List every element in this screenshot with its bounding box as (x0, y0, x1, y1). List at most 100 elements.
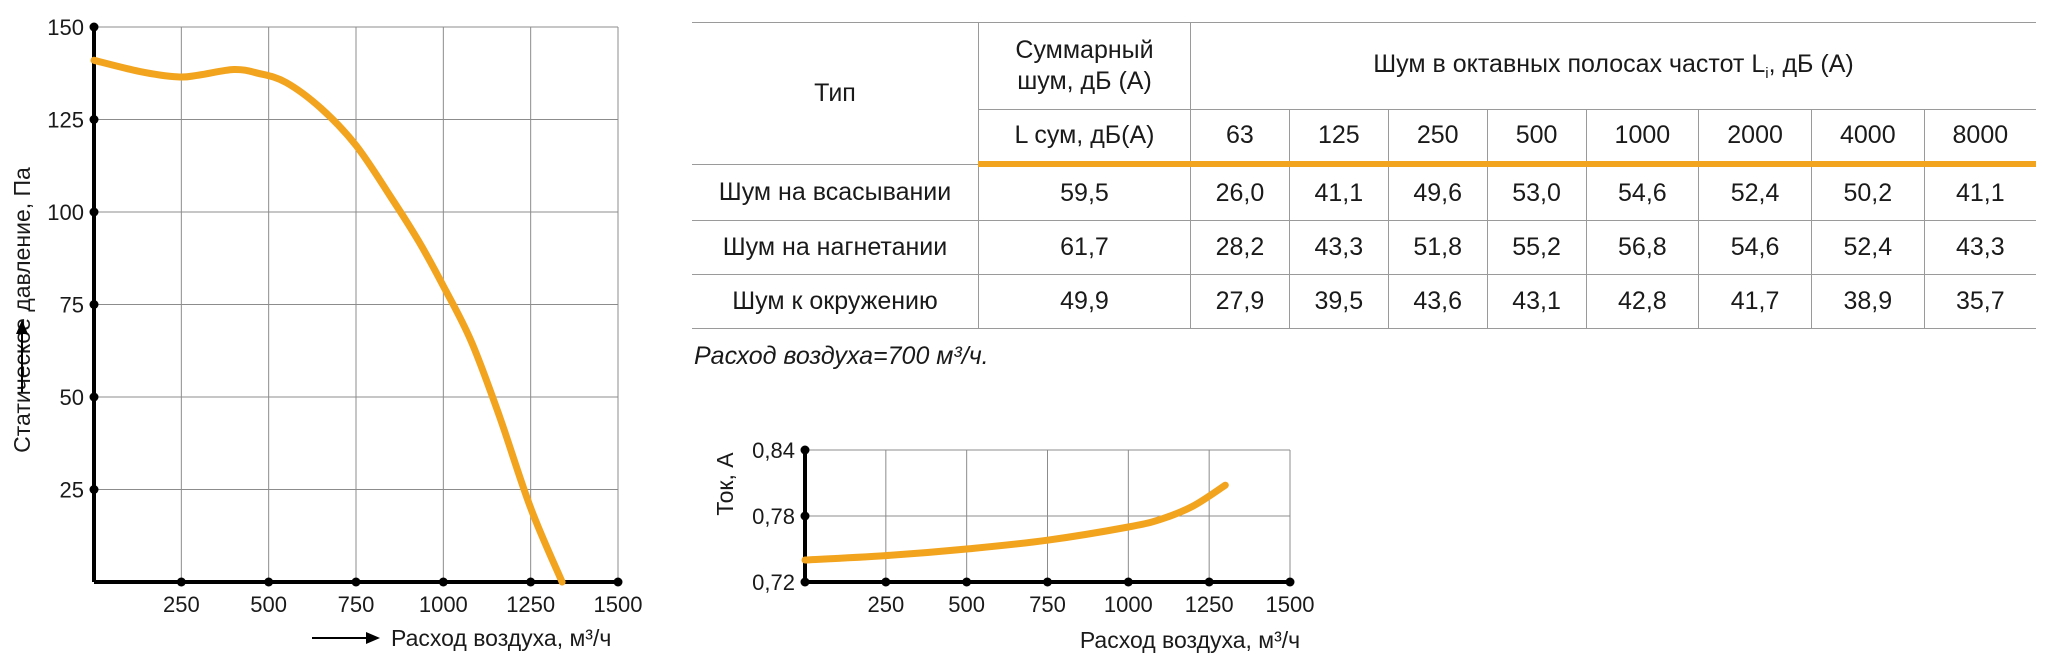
y-tick-dot (89, 485, 99, 494)
y-tick-label: 125 (47, 108, 84, 133)
row-label: Шум к окружению (692, 274, 979, 329)
sum-noise-header-line2: шум, дБ (А) (1017, 67, 1152, 95)
row-label: Шум на всасывании (692, 163, 979, 221)
current-x-axis-label: Расход воздуха, м³/ч (1080, 627, 1300, 653)
row-sum: 61,7 (978, 220, 1191, 275)
x-tick-label: 1250 (506, 592, 555, 617)
table-cell: 54,6 (1698, 220, 1812, 275)
current-grid (805, 449, 1291, 583)
table-cell: 27,9 (1190, 274, 1290, 329)
y-tick-label: 50 (60, 385, 84, 410)
x-tick-label: 500 (948, 592, 985, 617)
row-sum: 59,5 (978, 163, 1191, 221)
x-tick-dot (881, 577, 891, 587)
table-cell: 43,3 (1923, 220, 2036, 275)
airflow-note: Расход воздуха=700 м³/ч. (694, 342, 989, 370)
y-tick-label: 0,84 (752, 438, 795, 463)
octave-bands-header: Шум в октавных полосах частот Li, дБ (А) (1190, 22, 2036, 110)
table-cell: 52,4 (1810, 220, 1925, 275)
pressure-y-axis-label: Статическое давление, Па (9, 167, 35, 453)
type-header: Тип (692, 22, 979, 165)
lsum-header: L сум, дБ(А) (978, 109, 1191, 167)
y-tick-dot (800, 577, 810, 587)
freq-header: 4000 (1810, 109, 1925, 167)
x-tick-label: 750 (1029, 592, 1066, 617)
table-cell: 41,1 (1288, 163, 1389, 221)
x-tick-dot (526, 577, 536, 587)
row-label: Шум на нагнетании (692, 220, 979, 275)
table-cell: 28,2 (1190, 220, 1290, 275)
current-axes (803, 450, 1290, 584)
table-cell: 41,1 (1923, 163, 2036, 221)
freq-header: 500 (1486, 109, 1587, 167)
y-tick-dot (89, 207, 99, 217)
table-cell: 56,8 (1585, 220, 1700, 275)
table-cell: 54,6 (1585, 163, 1700, 221)
pressure-axes (92, 27, 618, 584)
x-tick-dot (1123, 577, 1133, 587)
y-tick-dot (89, 115, 99, 124)
y-tick-dot (89, 22, 99, 32)
y-tick-dot (800, 445, 810, 455)
octave-bands-header-pre: Шум в октавных полосах частот L (1373, 49, 1766, 78)
octave-bands-header-sub: i (1765, 64, 1769, 82)
table-cell: 43,6 (1387, 274, 1488, 329)
table-cell: 39,5 (1288, 274, 1389, 329)
noise-table: Тип Суммарный шум, дБ (А) Шум в октавных… (692, 22, 2036, 329)
x-tick-label: 250 (163, 592, 200, 617)
y-tick-label: 150 (47, 15, 84, 40)
x-tick-dot (1285, 577, 1295, 587)
table-cell: 53,0 (1486, 163, 1587, 221)
table-header-row: Тип Суммарный шум, дБ (А) Шум в октавных… (692, 22, 2036, 165)
table-row: Шум на всасывании 59,5 26,0 41,1 49,6 53… (692, 163, 2036, 221)
table-cell: 38,9 (1810, 274, 1925, 329)
table-row: Шум к окружению 49,9 27,9 39,5 43,6 43,1… (692, 274, 2036, 329)
pressure-x-axis-label: Расход воздуха, м³/ч (391, 625, 611, 651)
table-subheader-row: L сум, дБ(А) 63 125 250 500 1000 2000 40… (692, 109, 2036, 167)
x-tick-dot (438, 577, 448, 587)
x-tick-label: 1000 (1104, 592, 1153, 617)
pressure-curve (90, 56, 566, 586)
x-tick-label: 1500 (1266, 592, 1315, 617)
x-tick-dot (962, 577, 972, 587)
x-tick-dot (1204, 577, 1214, 587)
y-tick-label: 0,78 (752, 504, 795, 529)
x-tick-dot (176, 577, 186, 587)
table-cell: 49,6 (1387, 163, 1488, 221)
freq-header: 1000 (1585, 109, 1700, 167)
x-tick-label: 1000 (419, 592, 468, 617)
freq-header: 250 (1387, 109, 1488, 167)
y-tick-label: 25 (60, 478, 84, 503)
table-cell: 26,0 (1190, 163, 1290, 221)
octave-bands-header-post: , дБ (А) (1768, 49, 1854, 78)
table-cell: 35,7 (1923, 274, 2036, 329)
freq-header: 2000 (1698, 109, 1812, 167)
freq-header: 8000 (1923, 109, 2036, 167)
freq-header: 125 (1288, 109, 1389, 167)
current-curve (801, 481, 1229, 564)
x-tick-dot (1043, 577, 1052, 587)
table-cell: 41,7 (1698, 274, 1812, 329)
x-tick-label: 1250 (1185, 592, 1234, 617)
current-ticks: 250 500 750 1000 1250 1500 0,72 0,78 0,84 (752, 438, 1314, 617)
pressure-ticks: 250 500 750 1000 1250 1500 25 50 75 100 125 150 (47, 15, 642, 617)
y-tick-label: 75 (60, 293, 84, 318)
x-tick-dot (613, 577, 623, 587)
y-tick-label: 100 (47, 200, 84, 225)
freq-header: 63 (1190, 109, 1290, 167)
table-cell: 42,8 (1585, 274, 1700, 329)
table-cell: 43,1 (1486, 274, 1587, 329)
table-cell: 43,3 (1288, 220, 1389, 275)
x-tick-label: 750 (338, 592, 375, 617)
y-tick-label: 0,72 (752, 570, 795, 595)
row-sum: 49,9 (978, 274, 1191, 329)
y-tick-dot (89, 300, 99, 309)
table-cell: 55,2 (1486, 220, 1587, 275)
sum-noise-header: Суммарный шум, дБ (А) (978, 22, 1191, 110)
x-tick-dot (351, 577, 361, 587)
table-row: Шум на нагнетании 61,7 28,2 43,3 51,8 55… (692, 220, 2036, 275)
x-tick-dot (264, 577, 274, 587)
y-tick-dot (89, 392, 99, 402)
y-tick-dot (800, 511, 810, 521)
sum-noise-header-line1: Суммарный (1015, 35, 1154, 64)
